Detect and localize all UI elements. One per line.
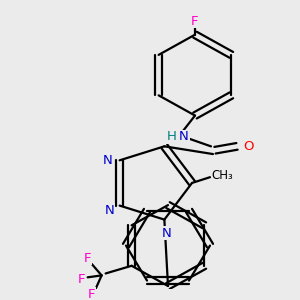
Text: F: F [88,288,95,300]
Text: N: N [179,130,189,143]
Text: F: F [191,15,199,28]
Text: F: F [84,252,92,265]
Text: O: O [244,140,254,153]
Text: CH₃: CH₃ [211,169,233,182]
Text: N: N [103,154,112,167]
Text: H: H [167,130,177,143]
Text: N: N [105,204,115,217]
Text: N: N [161,226,171,240]
Text: F: F [78,273,85,286]
